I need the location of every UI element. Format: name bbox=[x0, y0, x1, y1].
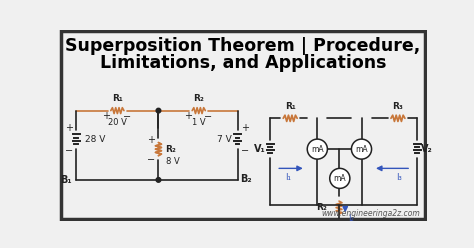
Text: R₃: R₃ bbox=[392, 102, 403, 111]
Text: −: − bbox=[65, 146, 73, 156]
Circle shape bbox=[156, 108, 161, 113]
Text: mA: mA bbox=[311, 145, 324, 154]
Text: I₃: I₃ bbox=[396, 173, 402, 182]
Text: −: − bbox=[147, 155, 155, 165]
Text: +: + bbox=[241, 123, 248, 132]
FancyBboxPatch shape bbox=[61, 31, 425, 219]
Text: −: − bbox=[241, 146, 249, 156]
Text: V₂: V₂ bbox=[421, 144, 433, 154]
Circle shape bbox=[330, 168, 350, 188]
Text: +: + bbox=[147, 135, 155, 145]
Text: B₁: B₁ bbox=[60, 175, 72, 185]
Text: www.engineeringa2z.com: www.engineeringa2z.com bbox=[322, 209, 420, 218]
Text: B₂: B₂ bbox=[240, 174, 251, 184]
Text: R₁: R₁ bbox=[285, 102, 296, 111]
Text: 7 V: 7 V bbox=[218, 135, 232, 144]
Circle shape bbox=[156, 178, 161, 182]
Text: +: + bbox=[102, 111, 110, 121]
Text: −: − bbox=[204, 112, 212, 122]
Text: 28 V: 28 V bbox=[85, 135, 105, 144]
Text: Limitations, and Applications: Limitations, and Applications bbox=[100, 54, 386, 72]
Text: +: + bbox=[65, 123, 73, 132]
Text: +: + bbox=[184, 111, 192, 121]
Text: R₁: R₁ bbox=[112, 94, 123, 103]
Text: 1 V: 1 V bbox=[192, 118, 206, 126]
Text: I₂: I₂ bbox=[348, 214, 354, 223]
Text: mA: mA bbox=[334, 174, 346, 183]
Text: Superposition Theorem | Procedure,: Superposition Theorem | Procedure, bbox=[65, 37, 420, 56]
Text: R₂: R₂ bbox=[193, 94, 204, 103]
Text: R₂: R₂ bbox=[316, 203, 327, 212]
Text: 8 V: 8 V bbox=[166, 157, 180, 166]
Text: 20 V: 20 V bbox=[108, 118, 127, 126]
Text: I₁: I₁ bbox=[285, 173, 292, 182]
Text: V₁: V₁ bbox=[254, 144, 265, 154]
Circle shape bbox=[307, 139, 328, 159]
Text: R₂: R₂ bbox=[164, 145, 175, 154]
Circle shape bbox=[351, 139, 372, 159]
Text: mA: mA bbox=[355, 145, 368, 154]
Text: −: − bbox=[123, 112, 131, 122]
